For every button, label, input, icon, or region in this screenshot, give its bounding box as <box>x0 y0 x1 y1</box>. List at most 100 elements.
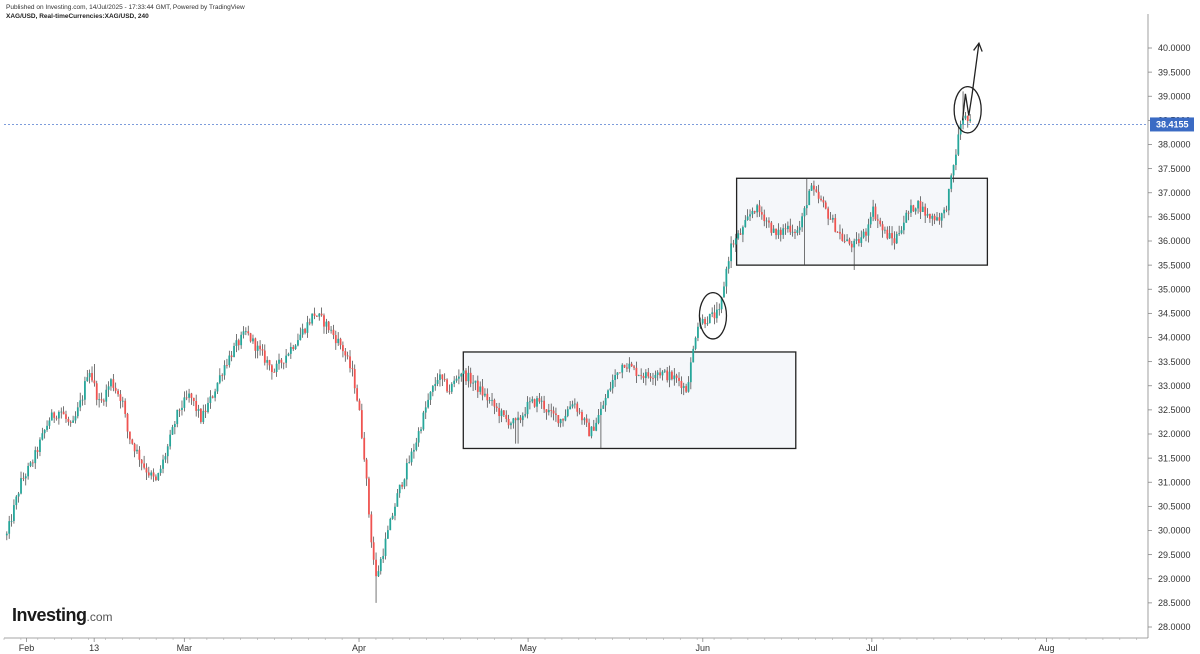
candle-body <box>659 372 661 376</box>
circle-annotation <box>698 291 728 340</box>
candle-body <box>370 514 373 543</box>
candle-body <box>654 374 657 379</box>
candle-body <box>256 345 259 351</box>
candle-body <box>299 334 302 341</box>
candle-body <box>334 335 337 344</box>
candle-body <box>5 533 8 536</box>
candle-body <box>29 462 32 466</box>
chart-header: Published on Investing.com, 14/Jul/2025 … <box>6 3 245 21</box>
candle-body <box>214 391 217 398</box>
candle-body <box>526 401 529 415</box>
candle-body <box>865 231 867 236</box>
candle-body <box>39 439 41 452</box>
candle-body <box>69 421 72 423</box>
candle-body <box>261 349 264 351</box>
candle-body <box>79 400 82 408</box>
candle-body <box>126 413 129 432</box>
price-tick-label: 36.0000 <box>1158 236 1191 246</box>
candle-body <box>280 359 283 363</box>
candle-body <box>538 398 541 402</box>
candle-body <box>124 400 127 414</box>
candle-body <box>609 388 612 391</box>
candle-body <box>737 233 740 239</box>
candle-body <box>926 213 929 216</box>
candle-body <box>356 388 359 401</box>
candle-body <box>368 478 370 515</box>
candle-body <box>493 399 496 407</box>
candle-body <box>285 355 288 363</box>
candle-body <box>666 370 669 381</box>
candle-body <box>753 211 756 213</box>
candle-body <box>680 380 683 388</box>
candle-body <box>413 449 415 452</box>
candle-body <box>642 375 645 379</box>
candle-body <box>820 198 822 201</box>
candle-body <box>725 268 728 287</box>
candle-body <box>524 414 527 416</box>
candle-body <box>628 363 631 369</box>
candle-body <box>446 379 448 392</box>
time-tick-label: 13 <box>89 643 99 653</box>
candle-body <box>876 219 879 221</box>
candle-body <box>801 216 803 228</box>
price-tick-label: 34.5000 <box>1158 309 1191 319</box>
candle-body <box>415 442 418 450</box>
candle-body <box>881 224 884 231</box>
price-tick-label: 33.0000 <box>1158 381 1191 391</box>
candle-body <box>60 411 63 413</box>
candle-body <box>140 459 143 464</box>
candle-body <box>289 346 292 354</box>
candle-body <box>453 380 456 384</box>
candle-body <box>360 410 363 438</box>
candle-body <box>850 243 853 248</box>
candle-body <box>846 239 848 241</box>
candle-body <box>169 434 172 447</box>
candle-body <box>65 414 67 419</box>
candle-body <box>898 233 901 235</box>
candle-body <box>226 365 228 366</box>
candle-body <box>945 209 948 211</box>
candle-body <box>287 353 290 356</box>
candle-body <box>938 217 941 221</box>
candle-body <box>936 217 938 221</box>
candle-body <box>450 383 453 392</box>
candle-body <box>562 419 564 421</box>
candle-body <box>107 386 110 390</box>
candle-body <box>481 386 484 396</box>
candle-body <box>649 376 652 379</box>
candle-body <box>457 376 460 379</box>
candle-body <box>233 345 235 358</box>
candle-body <box>242 331 245 335</box>
candle-body <box>635 367 638 376</box>
candle-body <box>510 423 512 426</box>
candle-body <box>782 228 785 235</box>
candle-body <box>157 472 160 481</box>
candle-body <box>969 119 972 121</box>
candle-body <box>668 371 671 381</box>
candle-body <box>164 456 167 460</box>
candle-body <box>462 370 465 374</box>
candle-body <box>102 400 105 402</box>
candle-body <box>891 233 893 239</box>
candle-body <box>902 222 905 231</box>
investing-logo: Investing.com <box>12 605 113 626</box>
candle-body <box>706 323 709 325</box>
candle-body <box>784 228 787 230</box>
candle-body <box>330 329 332 331</box>
candle-body <box>950 175 953 189</box>
candle-body <box>888 233 891 239</box>
candle-body <box>682 386 685 388</box>
candle-body <box>488 400 491 401</box>
candle-body <box>671 371 673 380</box>
candle-body <box>252 338 254 342</box>
candle-body <box>831 217 834 220</box>
annotations <box>698 41 983 340</box>
candle-body <box>117 390 119 395</box>
candle-body <box>131 439 134 444</box>
candle-body <box>152 472 155 477</box>
candle-body <box>739 233 742 235</box>
candle-body <box>384 538 387 556</box>
candle-body <box>81 399 84 401</box>
candle-body <box>50 412 53 421</box>
